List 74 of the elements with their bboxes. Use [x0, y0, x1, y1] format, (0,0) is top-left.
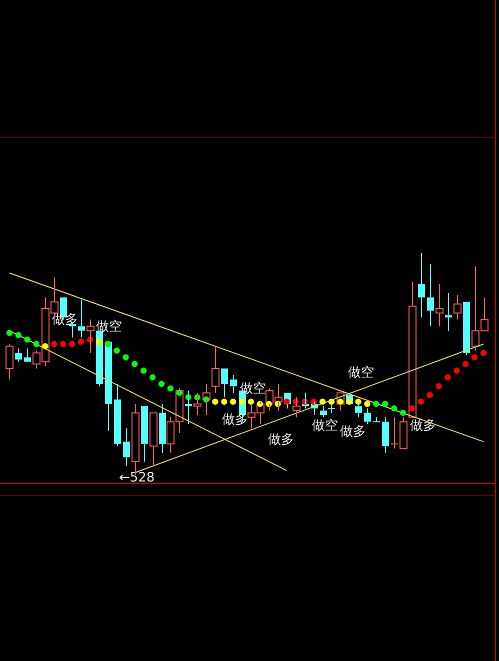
annotation: ←528: [119, 470, 155, 486]
candlestick: [114, 383, 121, 447]
point: [471, 354, 478, 360]
point: [390, 405, 398, 412]
candlestick: [230, 374, 237, 394]
point: [364, 400, 370, 408]
candlestick: [418, 252, 425, 318]
point: [104, 340, 111, 348]
point: [373, 400, 380, 408]
candlestick: [15, 348, 22, 362]
point: [78, 338, 84, 345]
point: [444, 374, 451, 380]
candlestick: [427, 264, 434, 327]
point: [355, 398, 362, 405]
point: [140, 368, 147, 374]
point: [176, 390, 183, 396]
candlestick: [159, 403, 166, 454]
point: [122, 354, 129, 360]
candlestick: [24, 348, 31, 362]
point: [68, 340, 76, 348]
annotation: 做空: [348, 365, 374, 380]
point: [212, 398, 218, 405]
point: [462, 360, 469, 368]
candlestick: [141, 406, 148, 462]
point: [426, 392, 433, 398]
point: [400, 410, 406, 416]
point: [454, 368, 460, 374]
annotation: 做多: [268, 432, 294, 448]
annotation: 做空: [96, 319, 122, 334]
point: [221, 398, 228, 405]
annotation: 做空: [240, 381, 266, 396]
point: [436, 383, 442, 390]
point: [408, 405, 416, 412]
annotation: 做多: [340, 424, 366, 440]
point: [6, 330, 13, 336]
point: [15, 332, 22, 338]
point: [382, 400, 388, 408]
point: [51, 340, 58, 348]
annotation: 做空: [312, 418, 338, 434]
candlestick: [364, 408, 371, 424]
candlestick: [150, 412, 158, 467]
candlestick: [336, 392, 344, 412]
annotation: 做多: [52, 312, 78, 328]
candlestick: [78, 299, 85, 338]
candlestick: [6, 344, 14, 380]
point: [60, 340, 66, 348]
point: [24, 336, 30, 343]
point: [96, 338, 102, 345]
candlestick: [445, 292, 452, 332]
point: [158, 380, 165, 388]
candlestick: [123, 428, 130, 467]
candlestick: [320, 406, 327, 418]
point: [167, 385, 174, 392]
point: [230, 398, 236, 405]
point: [248, 398, 254, 405]
point: [418, 398, 424, 405]
point: [42, 343, 48, 350]
candlestick: [436, 284, 444, 327]
annotation: 做多: [410, 418, 436, 434]
point: [132, 360, 138, 368]
candlestick: [382, 416, 389, 454]
point: [33, 340, 40, 348]
point: [346, 398, 352, 405]
candlestick: [454, 294, 462, 320]
point: [114, 348, 120, 354]
candlestick: [212, 346, 220, 394]
candlestick: [202, 383, 210, 416]
point: [328, 398, 335, 405]
candlestick: [221, 368, 228, 398]
point: [284, 398, 290, 405]
point: [238, 398, 246, 405]
point: [480, 350, 487, 356]
point: [149, 374, 156, 380]
point: [319, 398, 326, 405]
